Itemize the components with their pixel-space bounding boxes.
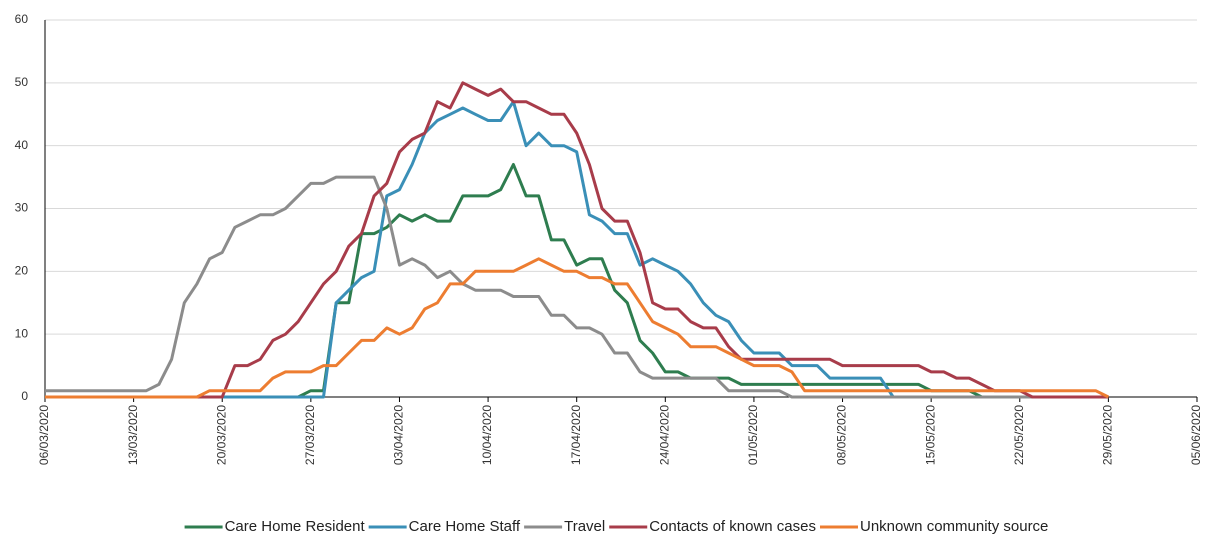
x-tick-label: 06/03/2020	[37, 405, 51, 465]
x-tick-label: 27/03/2020	[303, 405, 317, 465]
x-tick-label: 22/05/2020	[1012, 405, 1026, 465]
y-tick-label: 20	[15, 264, 29, 278]
legend-label: Travel	[564, 518, 605, 535]
legend: Care Home Resident Care Home Staff Travel C…	[184, 518, 1048, 535]
y-tick-label: 60	[15, 12, 29, 26]
x-tick-label: 08/05/2020	[835, 405, 849, 465]
x-tick-label: 10/04/2020	[480, 405, 494, 465]
y-tick-label: 0	[21, 389, 28, 403]
legend-label: Unknown community source	[860, 518, 1048, 535]
series-line	[45, 81, 1109, 399]
x-tick-label: 15/05/2020	[923, 405, 937, 465]
x-tick-label: 29/05/2020	[1101, 405, 1115, 465]
legend-label: Care Home Resident	[225, 518, 366, 535]
x-tick-label: 01/05/2020	[746, 405, 760, 465]
legend-label: Care Home Staff	[409, 518, 521, 535]
x-tick-label: 03/04/2020	[392, 405, 406, 465]
y-tick-label: 10	[15, 326, 29, 340]
x-tick-label: 05/06/2020	[1189, 405, 1203, 465]
series-line	[45, 257, 1110, 399]
x-tick-label: 17/04/2020	[569, 405, 583, 465]
series-line	[45, 175, 1109, 399]
x-tick-label: 24/04/2020	[657, 405, 671, 465]
y-tick-label: 40	[15, 138, 29, 152]
x-tick-label: 13/03/2020	[126, 405, 140, 465]
x-tick-label: 20/03/2020	[214, 405, 228, 465]
series-line	[45, 163, 1109, 399]
y-tick-label: 30	[15, 201, 29, 215]
y-tick-label: 50	[15, 75, 29, 89]
legend-label: Contacts of known cases	[649, 518, 816, 535]
